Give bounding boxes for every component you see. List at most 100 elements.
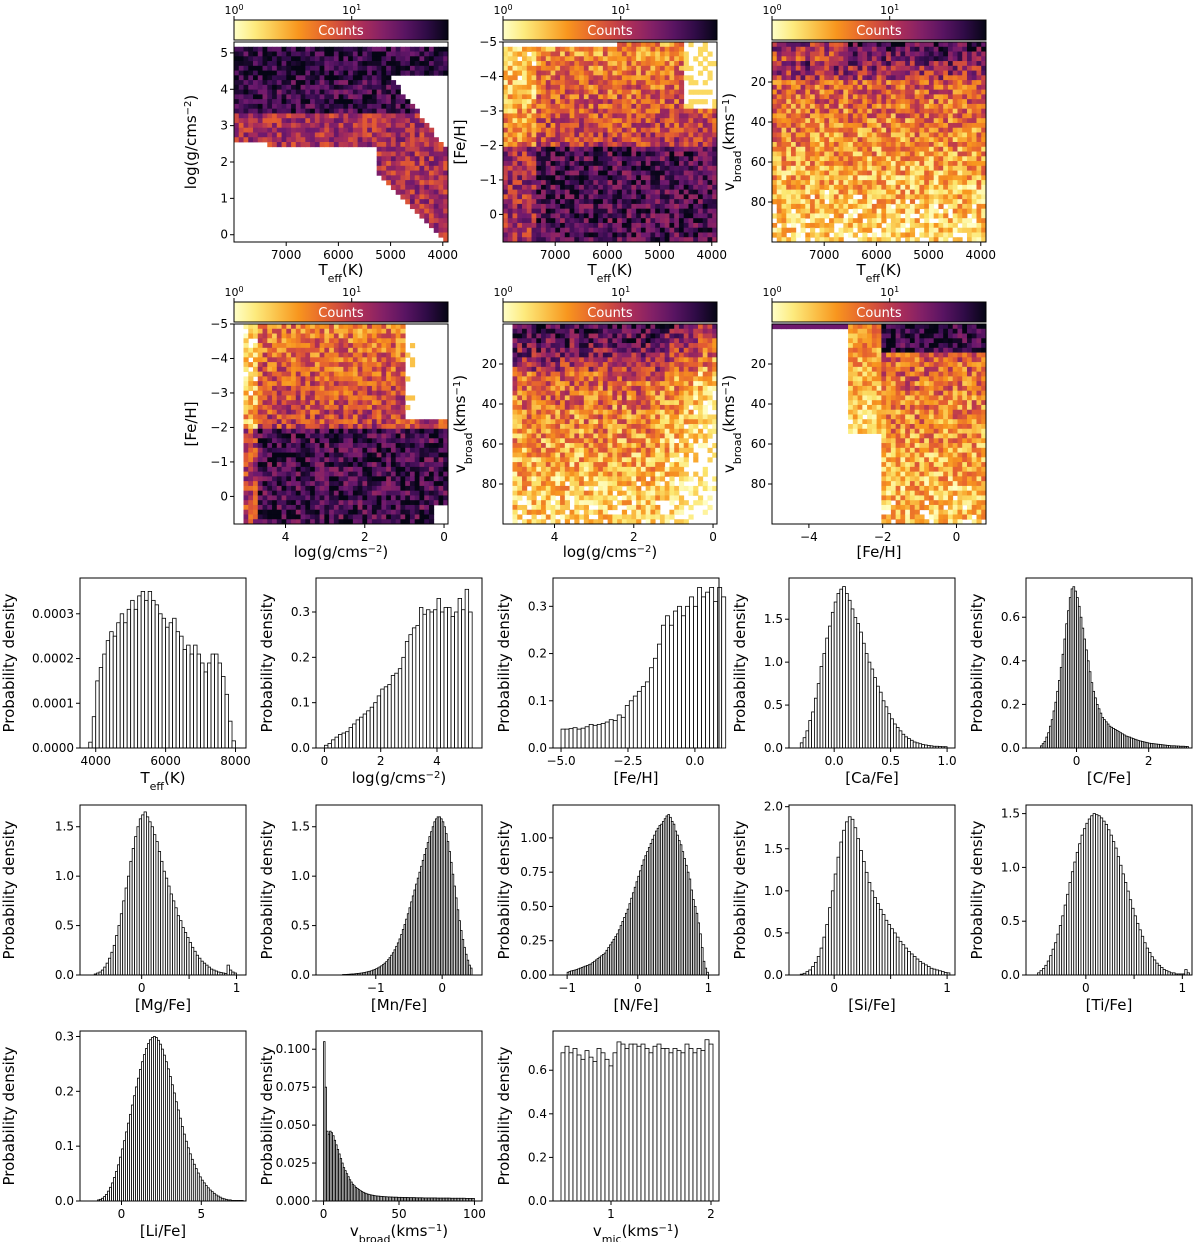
heatmap-cell [928,227,935,233]
heatmap-cell [588,184,594,191]
heatmap-cell [395,170,401,176]
heatmap-cell [409,189,416,195]
heatmap-cell [300,122,306,129]
heatmap-cell [805,84,811,91]
heatmap-cell [976,108,982,114]
heatmap-cell [257,466,263,473]
heatmap-cell [933,80,939,86]
heatmap-cell [924,51,930,57]
heatmap-cell [909,89,916,95]
heatmap-cell [248,75,254,81]
heatmap-cell [414,108,420,114]
heatmap-cell [607,180,613,186]
heatmap-cell [243,395,249,401]
heatmap-cell [650,61,656,67]
heatmap-cell [503,203,509,210]
heatmap-cell [962,170,968,176]
heatmap-cell [593,237,599,243]
heatmap-cell [871,75,878,81]
heatmap-cell [843,80,849,86]
heatmap-cell [683,156,689,162]
heatmap-cell [517,203,523,210]
heatmap-cell [947,118,954,124]
heatmap-cell [702,203,708,210]
heatmap-cell [928,75,935,81]
heatmap-cell [772,70,778,76]
heatmap-cell [881,156,887,162]
heatmap-cell [564,56,570,62]
heatmap-cell [781,132,787,138]
heatmap-cell [545,151,551,157]
heatmap-cell [531,70,537,76]
heatmap-cell [305,132,311,138]
heatmap-cell [650,180,656,186]
heatmap-cell [943,42,949,48]
heatmap-cell [971,208,977,214]
heatmap-cell [919,94,925,100]
heatmap-cell [702,108,708,114]
heatmap-cell [640,165,647,171]
heatmap-cell [588,213,594,219]
heatmap-cell [512,94,518,100]
heatmap-cell [253,390,259,396]
heatmap-cell [947,203,954,210]
heatmap-cell [800,113,806,119]
heatmap-cell [272,122,278,129]
heatmap-cell [531,127,537,133]
heatmap-cell [800,108,806,114]
heatmap-cell [248,419,254,425]
heatmap-cell [805,203,811,210]
heatmap-cell [443,165,449,171]
heatmap-cell [938,184,944,191]
heatmap-cell [914,156,920,162]
heatmap-cell [914,56,920,62]
heatmap-cell [376,132,382,138]
heatmap-cell [640,218,647,224]
heatmap-cell [938,108,944,114]
heatmap-cell [862,227,868,233]
heatmap-cell [617,94,623,100]
heatmap-cell [522,127,528,133]
heatmap-cell [669,122,675,129]
heatmap-cell [324,118,330,124]
heatmap-cell [805,232,811,238]
heatmap-cell [871,127,878,133]
heatmap-cell [933,184,939,191]
heatmap-cell [824,108,830,114]
heatmap-cell [555,118,561,124]
heatmap-cell [598,99,604,105]
heatmap-cell [871,46,878,52]
heatmap-cell [848,42,854,48]
heatmap-cell [909,194,916,200]
heatmap-cell [262,371,268,377]
heatmap-cell [243,490,249,496]
heatmap-cell [810,175,816,181]
heatmap-cell [333,137,340,143]
heatmap-cell [928,180,935,186]
heatmap-cell [881,89,887,95]
heatmap-cell [626,127,632,133]
heatmap-cell [712,132,718,138]
heatmap-cell [536,94,542,100]
heatmap-cell [867,84,873,91]
heatmap-cell [933,137,939,143]
heatmap-cell [819,118,825,124]
heatmap-cell [531,108,537,114]
heatmap-cell [253,65,259,71]
heatmap-cell [574,113,580,119]
heatmap-cell [395,70,401,76]
heatmap-cell [876,203,882,210]
heatmap-cell [966,208,973,214]
heatmap-cell [631,46,637,52]
heatmap-cell [262,376,268,382]
heatmap-cell [395,122,401,129]
heatmap-cell [362,46,368,52]
heatmap-cell [943,146,949,152]
heatmap-cell [507,108,513,114]
heatmap-cell [645,84,651,91]
heatmap-cell [895,103,901,110]
heatmap-cell [319,80,325,86]
heatmap-cell [650,118,656,124]
heatmap-cell [376,84,382,91]
heatmap-cell [645,237,651,243]
